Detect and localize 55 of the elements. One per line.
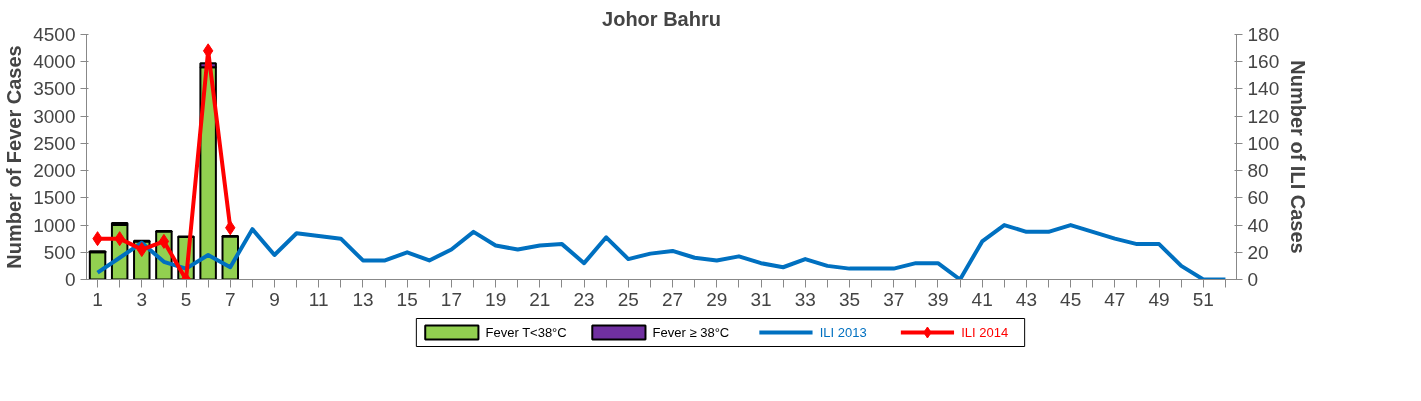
y-tick-label: 500: [43, 241, 76, 263]
x-tick-label: 5: [180, 288, 192, 310]
x-tick-label: 49: [1148, 288, 1170, 310]
x-tick-label: 31: [750, 288, 772, 310]
x-tick-label: 7: [224, 288, 236, 310]
y-axis-title: Number of Fever Cases: [3, 45, 26, 269]
y-tick-label: 4000: [33, 51, 76, 73]
y2-tick-label: 100: [1247, 132, 1280, 154]
y2-tick-label: 80: [1247, 160, 1269, 182]
y2-tick-label: 120: [1247, 105, 1280, 127]
x-tick-label: 23: [573, 288, 595, 310]
x-tick-label: 13: [352, 288, 374, 310]
x-tick-label: 29: [706, 288, 728, 310]
x-tick-label: 51: [1192, 288, 1214, 310]
x-tick-label: 9: [269, 288, 280, 310]
y2-tick-label: 0: [1247, 269, 1259, 290]
y-tick-label: 2000: [33, 160, 76, 182]
y-tick-label: 1000: [33, 214, 76, 236]
x-tick-label: 41: [971, 288, 993, 310]
point: [158, 233, 170, 249]
y2-tick-label: 20: [1247, 241, 1269, 263]
legend-label: Fever T<38°C: [485, 325, 567, 340]
x-tick-label: 19: [485, 288, 507, 310]
y2-tick-label: 160: [1247, 51, 1280, 73]
x-tick-label: 37: [883, 288, 905, 310]
y-tick-label: 0: [64, 269, 76, 290]
x-tick-label: 33: [794, 288, 816, 310]
x-tick-label: 39: [927, 288, 949, 310]
x-tick-label: 17: [440, 288, 462, 310]
y2-tick-label: 140: [1247, 78, 1280, 100]
x-tick-label: 27: [661, 288, 684, 310]
y2-tick-label: 60: [1247, 187, 1269, 209]
x-tick-label: 43: [1015, 288, 1037, 310]
y-tick-label: 1500: [33, 187, 76, 209]
x-tick-label: 47: [1104, 288, 1126, 310]
y2-tick-label: 40: [1247, 214, 1269, 236]
x-tick-label: 45: [1060, 288, 1082, 310]
y-tick-label: 3500: [33, 78, 76, 100]
x-tick-label: 35: [838, 288, 861, 310]
y2-tick-label: 180: [1247, 24, 1280, 45]
legend-label: Fever ≥ 38°C: [652, 325, 730, 340]
y2-axis-title: Number of ILI Cases: [1287, 60, 1310, 254]
x-tick-label: 11: [308, 288, 329, 310]
legend-label: ILI 2014: [961, 325, 1009, 340]
x-tick-label: 1: [92, 288, 103, 310]
x-tick-label: 3: [136, 288, 148, 310]
x-tick-label: 25: [617, 288, 639, 310]
x-tick-label: 21: [529, 288, 551, 310]
line-series: [95, 223, 1228, 280]
chart-title: Johor Bahru: [602, 7, 721, 30]
y-tick-label: 4500: [33, 24, 76, 45]
legend-label: ILI 2013: [819, 325, 867, 340]
y-tick-label: 3000: [33, 105, 76, 127]
x-tick-label: 15: [396, 288, 418, 310]
y-tick-label: 2500: [33, 132, 76, 154]
